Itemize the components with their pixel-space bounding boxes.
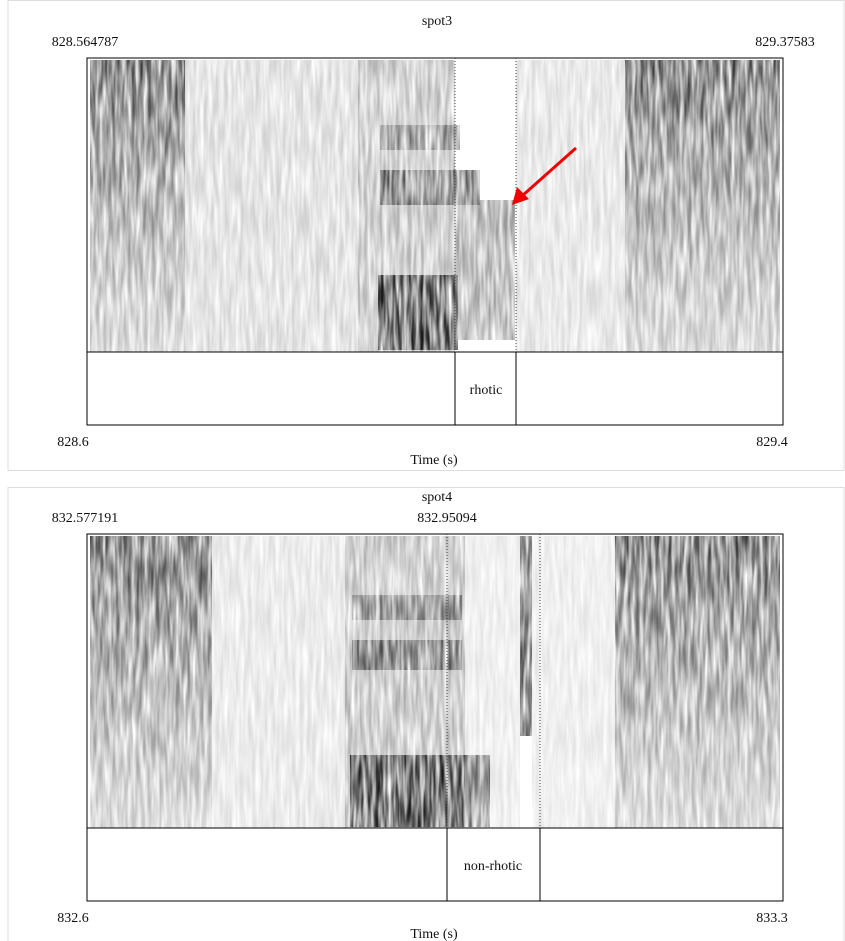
spectrogram-region <box>185 60 360 352</box>
panel: spot3 828.564787 829.37583 rhotic 828.6 … <box>7 0 845 471</box>
axis-start: 832.6 <box>57 911 89 926</box>
cursor-time: 832.95094 <box>417 511 477 526</box>
formant <box>352 640 462 670</box>
panel-title: spot3 <box>422 14 452 29</box>
plot-box <box>86 57 784 426</box>
spectrogram-region <box>516 60 625 352</box>
interval-label: rhotic <box>470 383 503 398</box>
spectrogram-region <box>90 536 212 828</box>
formant <box>352 595 462 620</box>
spectrogram-region <box>90 60 185 352</box>
spectrogram-region <box>615 536 780 828</box>
start-time: 828.564787 <box>52 35 119 50</box>
formant <box>378 275 458 350</box>
start-time: 832.577191 <box>52 511 119 526</box>
x-axis-label: Time (s) <box>410 927 458 941</box>
arrow <box>521 146 577 198</box>
axis-start: 828.6 <box>57 435 89 450</box>
x-axis-label: Time (s) <box>410 453 458 468</box>
spectrogram-region <box>455 200 515 340</box>
formant <box>380 125 460 150</box>
panel-frame <box>7 487 845 941</box>
spectrogram-region <box>465 536 520 828</box>
spectrogram-region <box>532 536 615 828</box>
formant <box>380 170 480 205</box>
spectrogram-region <box>212 536 345 828</box>
end-time: 829.37583 <box>755 35 815 50</box>
panel-title: spot4 <box>422 490 452 505</box>
spectrogram-region <box>625 60 780 352</box>
panel: spot4 832.577191 832.95094 non-rhotic 83… <box>7 487 845 941</box>
spectrogram-region <box>520 536 532 736</box>
panel-frame <box>7 0 845 471</box>
arrow-head <box>512 187 529 205</box>
interval-label: non-rhotic <box>464 859 522 874</box>
plot-box <box>86 533 784 902</box>
axis-end: 829.4 <box>756 435 788 450</box>
axis-end: 833.3 <box>756 911 788 926</box>
spectrogram <box>90 536 780 828</box>
spectrogram <box>90 60 780 352</box>
